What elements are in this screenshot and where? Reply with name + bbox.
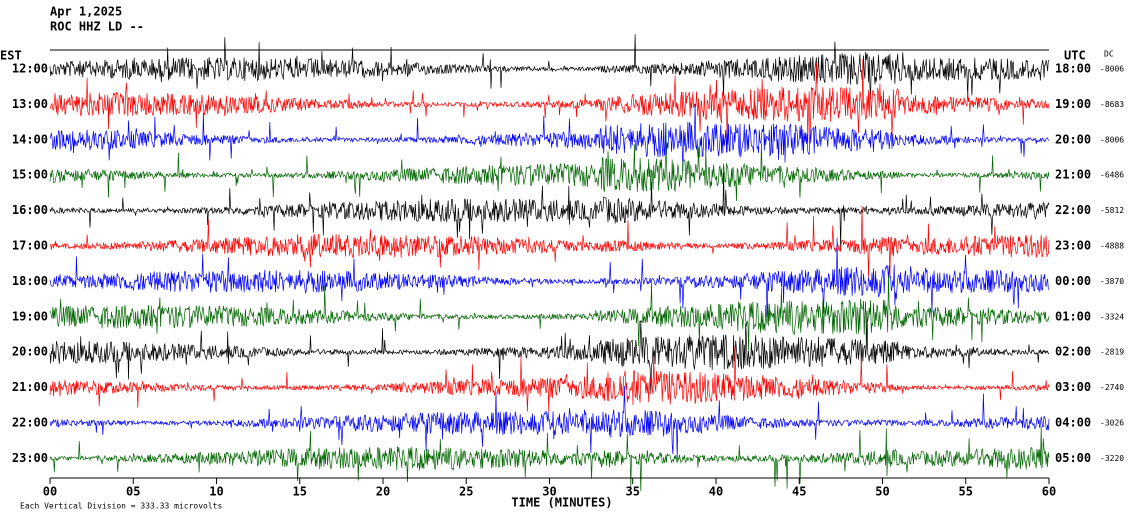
x-tick-label: 15	[293, 485, 307, 499]
dc-label: DC	[1104, 50, 1114, 59]
right-time-label: 03:00	[1055, 380, 1091, 394]
chart-subtitle: ROC HHZ LD --	[50, 20, 144, 34]
x-tick-label: 05	[126, 485, 140, 499]
seismic-trace	[49, 171, 1050, 248]
right-time-label: 20:00	[1055, 132, 1091, 146]
dc-value: -8006	[1100, 65, 1124, 74]
x-tick-label: 50	[875, 485, 889, 499]
footnote: Each Vertical Division = 333.33 microvol…	[20, 502, 222, 511]
right-time-label: 01:00	[1055, 309, 1091, 323]
seismic-trace	[49, 237, 1050, 317]
seismic-trace	[49, 205, 1050, 278]
seismic-trace	[49, 122, 1050, 202]
x-tick-label: 55	[959, 485, 973, 499]
x-tick-label: 60	[1042, 485, 1056, 499]
right-time-label: 04:00	[1055, 416, 1091, 430]
x-tick-label: 00	[43, 485, 57, 499]
right-time-label: 19:00	[1055, 97, 1091, 111]
dc-value: -8683	[1100, 100, 1124, 109]
right-time-label: 21:00	[1055, 168, 1091, 182]
seismic-trace	[49, 426, 1050, 492]
dc-value: -2819	[1100, 348, 1124, 357]
dc-value: -6486	[1100, 171, 1124, 180]
right-time-label: 23:00	[1055, 239, 1091, 253]
x-axis-title: TIME (MINUTES)	[511, 496, 612, 510]
left-time-label: 13:00	[12, 97, 48, 111]
left-time-label: 19:00	[12, 309, 48, 323]
chart-title: Apr 1,2025	[50, 5, 122, 19]
x-tick-label: 25	[459, 485, 473, 499]
left-time-label: 14:00	[12, 132, 48, 146]
seismic-trace	[49, 310, 1050, 394]
left-time-label: 17:00	[12, 239, 48, 253]
left-time-label: 21:00	[12, 380, 48, 394]
right-time-label: 02:00	[1055, 345, 1091, 359]
left-time-label: 18:00	[12, 274, 48, 288]
right-time-label: 18:00	[1055, 62, 1091, 76]
x-tick-label: 20	[376, 485, 390, 499]
dc-value: -8006	[1100, 135, 1124, 144]
seismic-trace	[49, 274, 1050, 351]
x-tick-label: 45	[792, 485, 806, 499]
x-tick-label: 30	[542, 485, 556, 499]
left-time-label: 20:00	[12, 345, 48, 359]
dc-value: -3026	[1100, 419, 1124, 428]
right-axis-label: UTC	[1064, 49, 1086, 63]
dc-value: -4888	[1100, 242, 1124, 251]
right-time-label: 05:00	[1055, 451, 1091, 465]
left-time-label: 22:00	[12, 416, 48, 430]
seismic-trace	[49, 34, 1050, 100]
left-time-label: 15:00	[12, 168, 48, 182]
seismic-trace	[49, 103, 1050, 172]
dc-value: -3220	[1100, 454, 1124, 463]
left-time-label: 12:00	[12, 62, 48, 76]
seismic-trace	[49, 58, 1050, 153]
dc-value: -2740	[1100, 383, 1124, 392]
dc-value: -3324	[1100, 312, 1124, 321]
left-time-label: 16:00	[12, 203, 48, 217]
seismic-trace	[49, 346, 1050, 413]
seismic-trace	[49, 385, 1050, 459]
x-tick-label: 40	[709, 485, 723, 499]
dc-value: -3870	[1100, 277, 1124, 286]
x-tick-label: 35	[626, 485, 640, 499]
right-time-label: 00:00	[1055, 274, 1091, 288]
left-time-label: 23:00	[12, 451, 48, 465]
foreground: Apr 1,2025 ROC HHZ LD -- EST UTC DC TIME…	[0, 5, 1124, 511]
left-axis-label: EST	[0, 49, 22, 63]
right-time-label: 22:00	[1055, 203, 1091, 217]
traces	[49, 34, 1050, 492]
x-tick-label: 10	[209, 485, 223, 499]
dc-value: -5812	[1100, 206, 1124, 215]
